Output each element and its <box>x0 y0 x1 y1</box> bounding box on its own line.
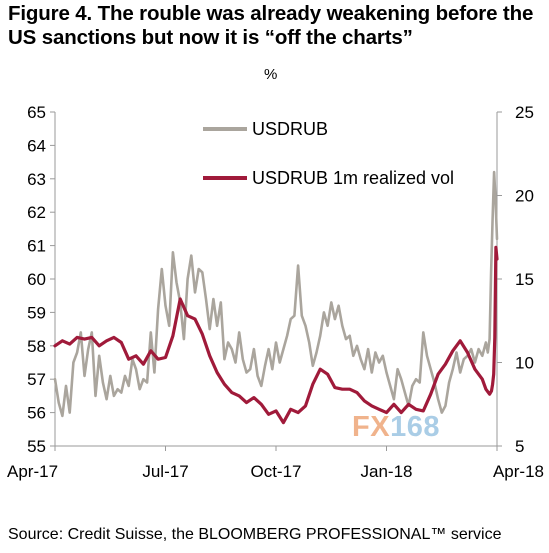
x-tick-label: Apr-18 <box>493 462 544 481</box>
legend-label-usdrub: USDRUB <box>252 119 328 139</box>
series-layer <box>53 170 499 425</box>
series-line-usdrub <box>53 170 499 418</box>
chart-title: Figure 4. The rouble was already weakeni… <box>8 2 534 49</box>
right-tick-label: 25 <box>515 103 534 122</box>
legend: USDRUB USDRUB 1m realized vol <box>203 119 454 188</box>
right-axis-unit: % <box>264 66 278 83</box>
x-tick-label: Oct-17 <box>250 462 301 481</box>
left-tick-label: 57 <box>27 370 46 389</box>
left-tick-label: 64 <box>27 136 46 155</box>
left-tick-label: 62 <box>27 203 46 222</box>
right-tick-label: 5 <box>515 437 524 456</box>
left-tick-label: 56 <box>27 404 46 423</box>
x-tick-label: Jul-17 <box>142 462 188 481</box>
axis-ticks: 55 56 57 58 59 60 61 62 63 64 65 5 10 15 20 25 Apr-17 Jul… <box>7 103 544 481</box>
left-tick-label: 61 <box>27 237 46 256</box>
right-tick-label: 15 <box>515 270 534 289</box>
left-tick-label: 60 <box>27 270 46 289</box>
left-tick-label: 65 <box>27 103 46 122</box>
left-tick-label: 55 <box>27 437 46 456</box>
watermark: FX168 <box>352 411 440 444</box>
right-tick-label: 10 <box>515 354 534 373</box>
left-tick-label: 59 <box>27 303 46 322</box>
watermark-part-2: 168 <box>390 411 440 443</box>
legend-label-usdrub-vol: USDRUB 1m realized vol <box>252 168 454 188</box>
x-tick-label: Apr-17 <box>7 462 58 481</box>
series-line-usdrub-vol <box>53 245 499 425</box>
x-tick-label: Jan-18 <box>361 462 413 481</box>
left-tick-label: 63 <box>27 170 46 189</box>
right-tick-label: 20 <box>515 187 534 206</box>
left-tick-label: 58 <box>27 337 46 356</box>
watermark-part-1: FX <box>352 411 391 443</box>
source-note: Source: Credit Suisse, the BLOOMBERG PRO… <box>8 526 502 543</box>
